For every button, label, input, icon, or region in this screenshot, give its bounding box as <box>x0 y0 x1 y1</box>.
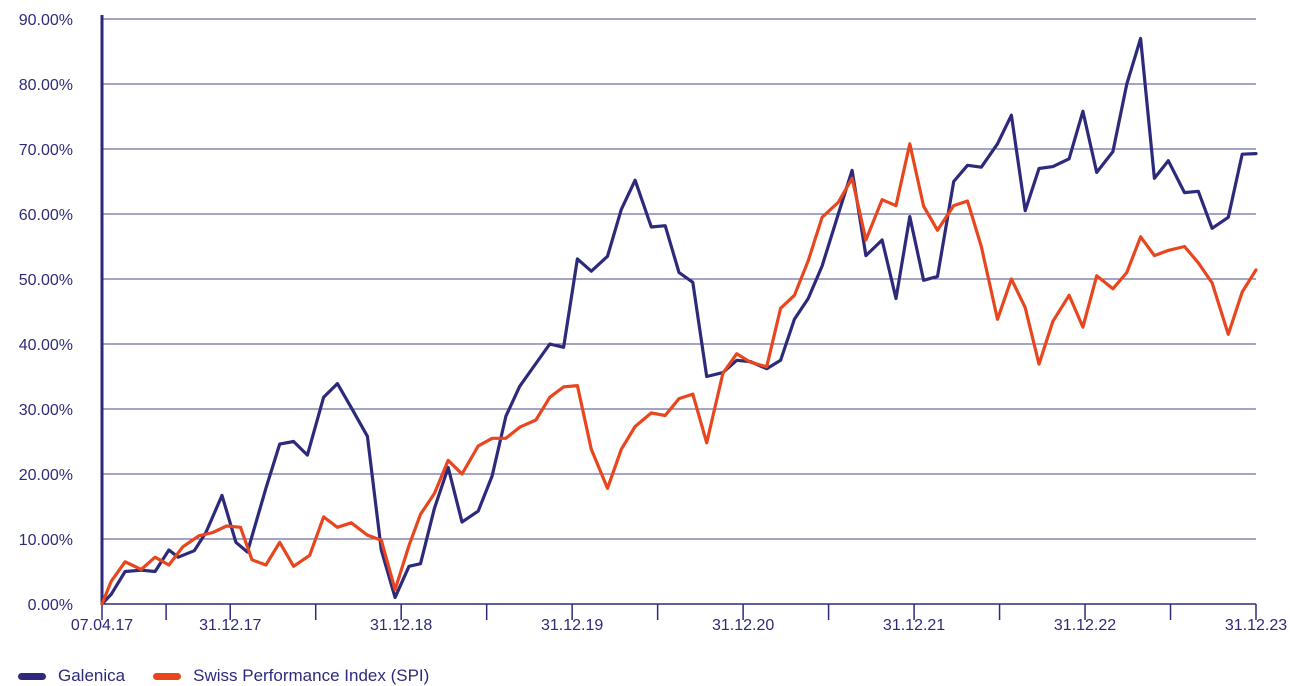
legend-swatch-spi <box>153 672 182 680</box>
series-lines <box>100 36 1258 606</box>
y-tick-label: 70.00% <box>19 142 73 159</box>
x-tick-label: 31.12.20 <box>712 617 774 634</box>
x-tick-label: 31.12.17 <box>199 617 261 634</box>
y-tick-label: 0.00% <box>28 597 73 614</box>
x-tick-label: 31.12.18 <box>370 617 432 634</box>
y-tick-label: 90.00% <box>19 12 73 29</box>
legend-item-galenica: Galenica <box>18 666 125 686</box>
x-tick-label: 07.04.17 <box>71 617 133 634</box>
x-tick-label: 31.12.19 <box>541 617 603 634</box>
y-axis: 0.00% 10.00% 20.00% 30.00% 40.00% 50.00% 60.00… <box>19 12 104 614</box>
x-axis: 07.04.17 31.12.17 31.12.18 31.12.19 31.12.20… <box>71 603 1287 634</box>
x-tick-label: 31.12.21 <box>883 617 945 634</box>
x-tick-label: 31.12.23 <box>1225 617 1287 634</box>
line-chart: 0.00% 10.00% 20.00% 30.00% 40.00% 50.00% 60.00… <box>19 12 1288 634</box>
series-line-galenica <box>100 36 1258 606</box>
y-tick-label: 30.00% <box>19 402 73 419</box>
grid-lines <box>102 18 1256 540</box>
y-tick-label: 50.00% <box>19 272 73 289</box>
series-line-spi <box>100 142 1258 606</box>
legend: Galenica Swiss Performance Index (SPI) <box>18 666 429 686</box>
legend-swatch-galenica <box>18 672 46 680</box>
y-tick-label: 10.00% <box>19 532 73 549</box>
y-tick-label: 40.00% <box>19 337 73 354</box>
y-tick-label: 60.00% <box>19 207 73 224</box>
legend-label-galenica: Galenica <box>58 666 126 685</box>
y-tick-label: 80.00% <box>19 77 73 94</box>
y-tick-label: 20.00% <box>19 467 73 484</box>
legend-item-spi: Swiss Performance Index (SPI) <box>153 666 429 686</box>
x-tick-label: 31.12.22 <box>1054 617 1116 634</box>
legend-label-spi: Swiss Performance Index (SPI) <box>193 666 430 685</box>
